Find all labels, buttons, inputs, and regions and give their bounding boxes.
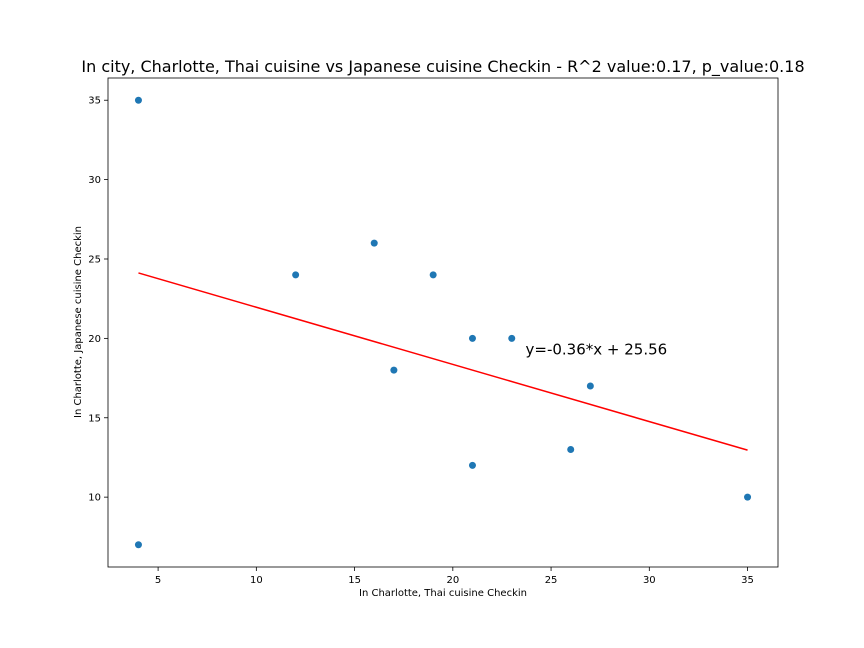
data-point (390, 366, 398, 374)
x-tick-label: 15 (348, 575, 361, 586)
data-point (468, 334, 476, 342)
x-tick-label: 30 (643, 575, 656, 586)
regression-line (138, 272, 748, 451)
data-point (134, 96, 142, 104)
y-tick-label: 15 (88, 413, 101, 424)
data-point (134, 541, 142, 549)
fit-layer (138, 272, 748, 451)
regression-equation: y=-0.36*x + 25.56 (526, 340, 668, 358)
x-tick-label: 35 (741, 575, 754, 586)
data-point (292, 271, 300, 279)
data-point (508, 334, 516, 342)
x-tick-label: 10 (250, 575, 263, 586)
x-tick-label: 25 (545, 575, 558, 586)
y-tick-label: 35 (88, 96, 101, 107)
y-tick-label: 25 (88, 254, 101, 265)
y-tick-label: 20 (88, 334, 101, 345)
x-tick-label: 20 (446, 575, 459, 586)
x-tick-label: 5 (155, 575, 161, 586)
plot-frame (107, 77, 779, 568)
y-axis-label: In Charlotte, Japanese cuisine Checkin (73, 226, 84, 418)
ticks-layer: 5 10 15 20 25 30 35 10 15 20 25 30 35 (88, 96, 754, 586)
data-point (586, 382, 594, 390)
chart-title: In city, Charlotte, Thai cuisine vs Japa… (81, 57, 804, 77)
data-point (370, 239, 378, 247)
data-point (567, 446, 575, 454)
y-tick-label: 10 (88, 493, 101, 504)
data-point (744, 493, 752, 501)
y-tick-label: 30 (88, 175, 101, 186)
points-layer (134, 96, 752, 549)
x-axis-label: In Charlotte, Thai cuisine Checkin (359, 588, 527, 599)
data-point (468, 461, 476, 469)
data-point (429, 271, 437, 279)
